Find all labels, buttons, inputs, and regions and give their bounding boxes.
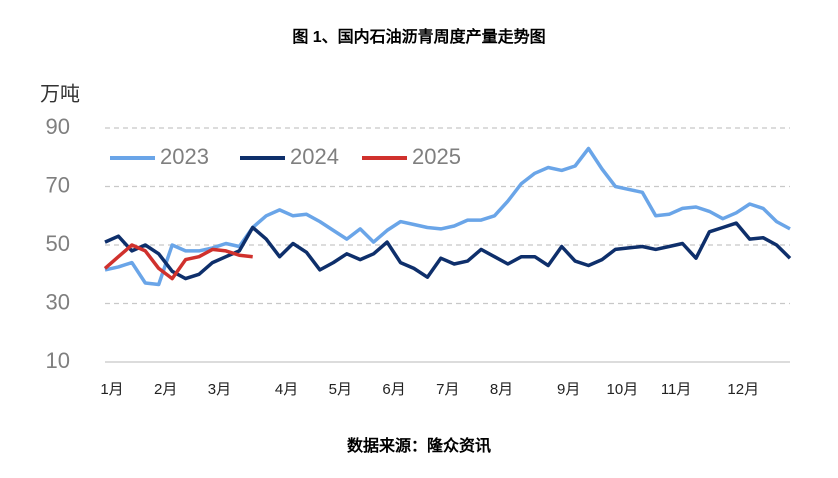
x-tick-label: 2月 [154, 381, 177, 398]
y-tick-label: 30 [46, 289, 70, 314]
x-tick-label: 4月 [275, 381, 298, 398]
y-tick-label: 70 [46, 172, 70, 197]
source: 数据来源：隆众资讯 [347, 436, 491, 455]
x-tick-label: 1月 [100, 381, 123, 398]
x-tick-label: 12月 [727, 381, 759, 398]
legend-label: 2025 [412, 144, 461, 169]
x-tick-label: 9月 [557, 381, 580, 398]
line-series [104, 221, 792, 281]
legend-label: 2023 [160, 144, 209, 169]
x-tick-label: 7月 [436, 381, 459, 398]
y-axis-label: 万吨 [40, 82, 80, 105]
line-series [103, 243, 253, 281]
y-tick-label: 50 [46, 231, 70, 256]
legend-label: 2024 [290, 144, 339, 169]
x-tick-label: 8月 [490, 381, 513, 398]
y-tick-label: 90 [46, 114, 70, 139]
x-tick-label: 6月 [382, 381, 405, 398]
x-tick-label: 5月 [329, 381, 352, 398]
chart-title: 图 1、国内石油沥青周度产量走势图 [292, 27, 545, 46]
x-tick-label: 3月 [208, 381, 231, 398]
x-tick-label: 10月 [607, 381, 639, 398]
x-tick-label: 11月 [661, 381, 692, 398]
line-series [104, 146, 791, 287]
y-tick-label: 10 [46, 348, 70, 373]
